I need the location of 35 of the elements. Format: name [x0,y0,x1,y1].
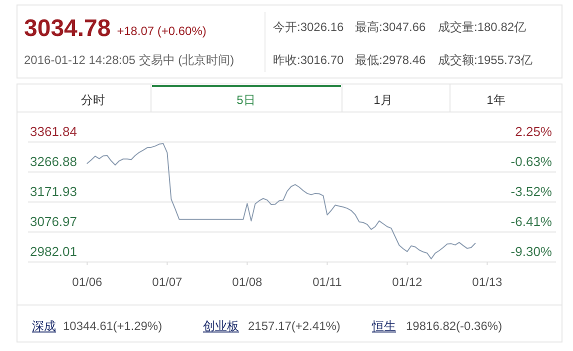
x-tick-label: 01/13 [472,275,503,289]
text: 19816.82(-0.36%) [406,319,502,333]
chart-subtitle: +18.07 (+0.60%) [117,24,206,38]
text: 创业板 [203,319,239,333]
text: 成交额:1955.73亿 [438,53,533,67]
text: 10344.61(+1.29%) [63,319,162,333]
y2-tick-label: 2.25% [515,124,552,139]
x-tick-label: 01/07 [152,275,183,289]
y-tick-label: 3076.97 [30,214,77,229]
y-tick-label: 3361.84 [30,124,77,139]
y-tick-label: 3266.88 [30,154,77,169]
text: 2157.17(+2.41%) [248,319,340,333]
y-tick-label: 3171.93 [30,184,77,199]
text: 昨收:3016.70 [273,53,344,67]
y2-tick-label: -3.52% [510,184,552,199]
text: 1年 [486,93,506,107]
x-tick-label: 01/06 [72,275,103,289]
text: 1月 [374,93,392,107]
y-tick-label: 2982.01 [30,244,77,259]
y2-tick-label: -0.63% [510,154,552,169]
text: 最低:2978.46 [355,53,426,67]
text: 深成 [32,319,56,333]
text: 2016-01-12 14:28:05 交易中 (北京时间) [24,53,234,67]
text: 分时 [81,93,105,107]
x-tick-label: 01/11 [312,275,342,289]
text: 最高:3047.66 [355,20,426,34]
x-tick-label: 01/12 [392,275,423,289]
x-tick-label: 01/08 [232,275,263,289]
text: 今开:3026.16 [273,20,344,34]
y2-tick-label: -9.30% [510,244,552,259]
text: 成交量:180.82亿 [438,20,526,34]
chart-title: 3034.78 [24,15,111,42]
y2-tick-label: -6.41% [510,214,552,229]
text: 恒生 [371,319,396,333]
text: 5日 [236,93,256,107]
